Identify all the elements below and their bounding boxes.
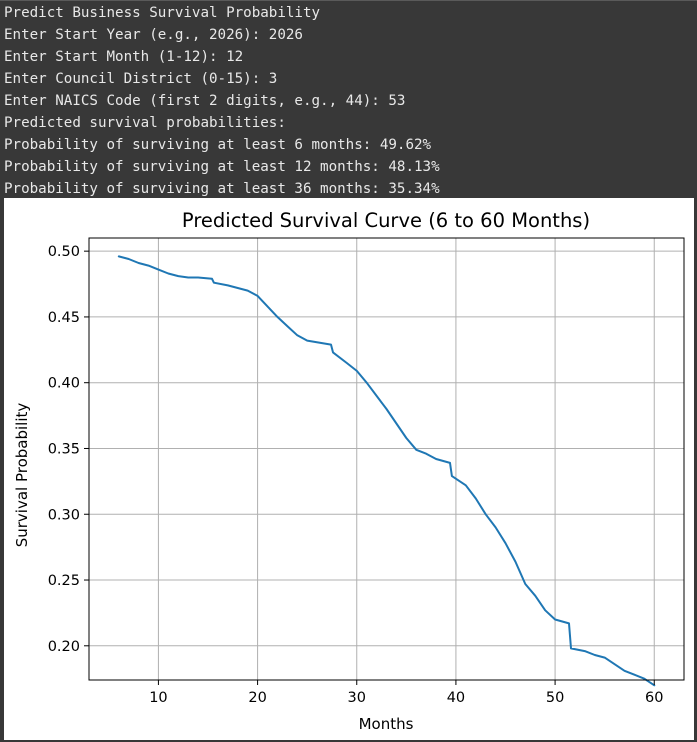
y-tick-label: 0.40: [48, 376, 80, 392]
axis-ticks: 10 20 30 40 50 60 0.20 0.25 0.30 0.35 0.40 0.45 0.50: [48, 244, 664, 706]
x-tick-label: 10: [149, 690, 167, 706]
console-line: Predicted survival probabilities:: [4, 115, 286, 131]
y-tick-label: 0.30: [48, 507, 80, 523]
y-axis-label: Survival Probability: [13, 403, 31, 548]
x-tick-label: 50: [546, 690, 564, 706]
y-tick-label: 0.20: [48, 639, 80, 655]
grid-lines: [89, 238, 684, 680]
y-tick-label: 0.45: [48, 310, 80, 326]
y-tick-label: 0.35: [48, 441, 80, 457]
console-line: Enter Council District (0-15): 3: [4, 71, 278, 87]
console-line: Predict Business Survival Probability: [4, 5, 321, 21]
x-tick-label: 30: [348, 690, 366, 706]
console-line: Enter NAICS Code (first 2 digits, e.g., …: [4, 93, 406, 109]
x-tick-label: 20: [248, 690, 266, 706]
chart-figure: 10 20 30 40 50 60 0.20 0.25 0.30 0.35 0.40 0.45 0.50…: [4, 198, 694, 740]
console-line: Probability of surviving at least 6 mont…: [4, 137, 432, 153]
console-line: Probability of surviving at least 12 mon…: [4, 159, 440, 175]
console-line: Probability of surviving at least 36 mon…: [4, 181, 440, 197]
console-line: Enter Start Year (e.g., 2026): 2026: [4, 27, 303, 43]
y-tick-label: 0.50: [48, 244, 80, 260]
x-tick-label: 60: [645, 690, 663, 706]
x-tick-label: 40: [447, 690, 465, 706]
x-axis-label: Months: [359, 715, 414, 733]
chart-svg: 10 20 30 40 50 60 0.20 0.25 0.30 0.35 0.40 0.45 0.50…: [13, 209, 685, 733]
plot-frame: [88, 237, 685, 681]
console-line: Enter Start Month (1-12): 12: [4, 49, 244, 65]
console-output: Predict Business Survival Probability En…: [0, 0, 697, 198]
survival-curve-line: [117, 255, 656, 687]
y-tick-label: 0.25: [48, 573, 80, 589]
chart-title: Predicted Survival Curve (6 to 60 Months…: [182, 209, 590, 232]
